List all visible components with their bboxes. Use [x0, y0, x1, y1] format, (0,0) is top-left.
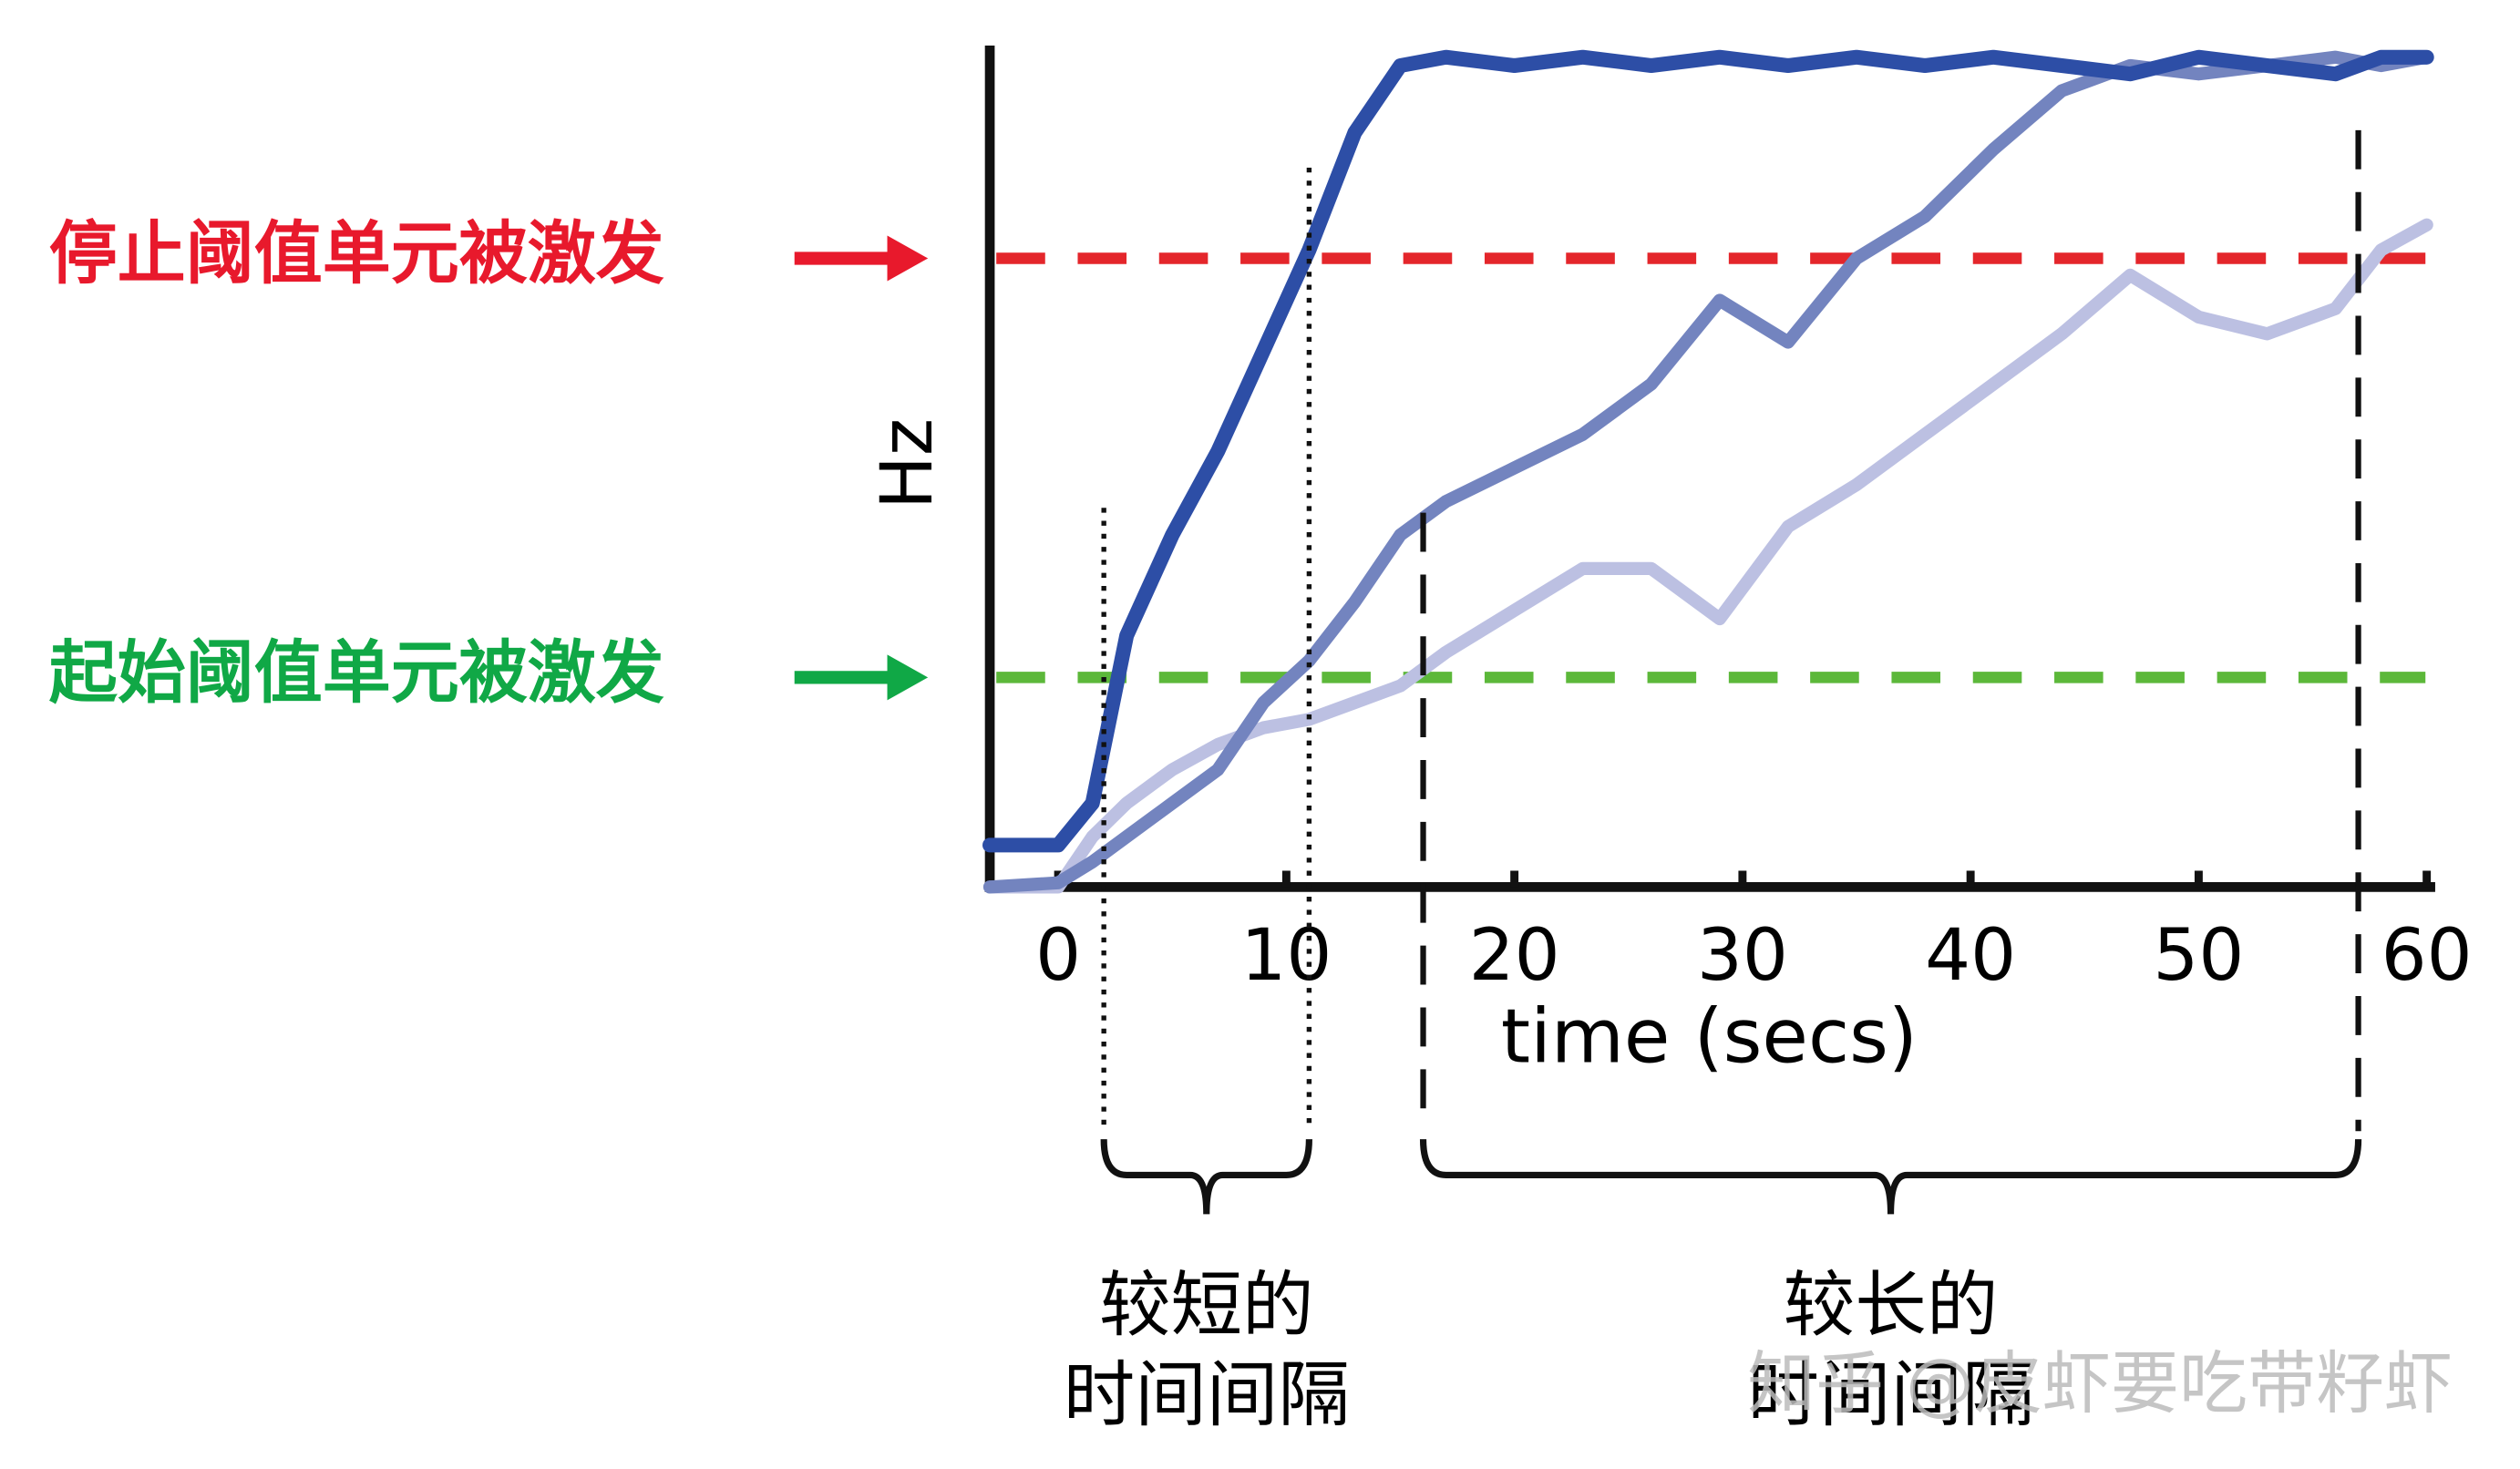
data-line: [982, 49, 2434, 853]
x-axis-label: time (secs): [1501, 993, 1918, 1080]
x-tick-label: 0: [1035, 913, 1081, 997]
interval-label: 较长的: [1784, 1263, 1999, 1347]
interval-label: 较短的: [1099, 1263, 1314, 1347]
arrow-head: [887, 654, 929, 701]
y-axis-label: Hz: [865, 418, 949, 509]
watermark: 知乎 @皮虾要吃带籽虾: [1747, 1343, 2453, 1423]
data-line: [982, 50, 2433, 894]
data-line: [982, 218, 2433, 894]
arrow-head: [887, 235, 929, 282]
x-tick-label: 50: [2153, 913, 2244, 997]
x-tick-label: 40: [1925, 913, 2016, 997]
x-tick-label: 30: [1697, 913, 1788, 997]
x-tick-label: 60: [2381, 913, 2473, 997]
x-tick-label: 10: [1240, 913, 1332, 997]
brace: [1419, 1139, 2362, 1215]
brace: [1100, 1139, 1312, 1215]
interval-label: 时间间隔: [1747, 1352, 2033, 1436]
threshold-label: 停止阈值单元被激发: [49, 213, 664, 293]
threshold-label: 起始阈值单元被激发: [49, 632, 664, 713]
x-tick-label: 20: [1469, 913, 1560, 997]
interval-label: 时间间隔: [1064, 1352, 1350, 1436]
